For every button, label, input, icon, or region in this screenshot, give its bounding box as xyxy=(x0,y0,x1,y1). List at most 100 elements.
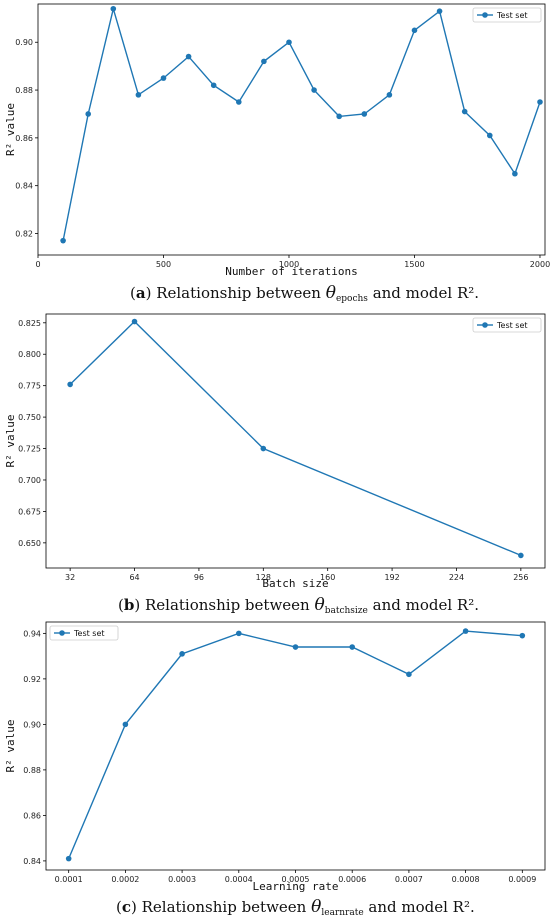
series-line-test-set xyxy=(69,320,522,557)
data-point xyxy=(512,170,518,177)
data-point xyxy=(85,111,91,117)
data-point xyxy=(292,644,299,650)
y-tick-label: 0.775 xyxy=(18,382,41,391)
series-line-test-set xyxy=(68,630,523,859)
data-point xyxy=(349,644,356,650)
caption-mid: ) Relationship between xyxy=(131,898,311,916)
x-tick-label: 256 xyxy=(513,573,528,582)
data-point xyxy=(160,75,167,81)
y-tick-label: 0.84 xyxy=(15,182,33,191)
data-point xyxy=(185,53,192,60)
legend: Test set xyxy=(472,317,542,333)
data-point xyxy=(261,58,267,65)
caption-theta: θ xyxy=(311,897,321,917)
y-tick-label: 0.90 xyxy=(15,38,33,47)
data-point xyxy=(311,87,317,93)
data-point xyxy=(60,237,66,244)
y-tick-label: 0.700 xyxy=(18,476,41,485)
caption-letter: c xyxy=(122,898,131,916)
data-point xyxy=(122,721,129,728)
data-point xyxy=(411,27,418,34)
data-point xyxy=(67,381,73,388)
data-point xyxy=(486,132,493,139)
data-point xyxy=(210,82,217,89)
data-point xyxy=(537,99,543,105)
x-tick-label: 0.0006 xyxy=(338,875,366,884)
panel-caption: (c) Relationship between θlearnrate and … xyxy=(116,897,475,918)
y-tick-label: 0.90 xyxy=(23,720,41,729)
data-point xyxy=(519,632,526,639)
y-tick-label: 0.94 xyxy=(23,629,41,638)
y-tick-label: 0.725 xyxy=(18,445,41,454)
legend: Test set xyxy=(49,625,119,641)
data-point xyxy=(462,628,469,634)
plot-frame xyxy=(45,621,546,871)
x-tick-label: 1500 xyxy=(404,260,424,269)
x-tick-label: 192 xyxy=(384,573,399,582)
data-point xyxy=(235,630,242,637)
caption-prefix: ( xyxy=(130,284,136,302)
legend-marker xyxy=(59,630,65,636)
x-tick-label: 0.0005 xyxy=(282,875,310,884)
caption-suffix: and model R². xyxy=(368,596,479,614)
x-tick-label: 64 xyxy=(129,573,139,582)
data-point xyxy=(336,113,342,120)
x-tick-label: 32 xyxy=(65,573,75,582)
y-tick-label: 0.675 xyxy=(18,507,41,516)
x-axis-label: Batch size xyxy=(262,577,328,590)
y-axis-label: R² value xyxy=(4,103,17,156)
caption-sub: learnrate xyxy=(321,908,363,918)
plot-frame xyxy=(45,313,546,569)
caption-sub: batchsize xyxy=(325,606,368,616)
legend-marker xyxy=(482,12,488,18)
legend-label: Test set xyxy=(73,629,105,638)
data-point xyxy=(406,671,412,678)
caption-mid: ) Relationship between xyxy=(146,284,326,302)
caption-letter: b xyxy=(124,596,135,614)
data-point xyxy=(131,318,138,325)
panel-caption: (a) Relationship between θepochs and mod… xyxy=(130,283,479,304)
legend-label: Test set xyxy=(496,11,528,20)
x-axis-label: Number of iterations xyxy=(225,265,357,278)
x-tick-label: 500 xyxy=(156,260,171,269)
data-point xyxy=(65,855,72,862)
legend-box xyxy=(49,625,119,641)
data-point xyxy=(436,8,443,14)
x-tick-label: 0.0008 xyxy=(452,875,480,884)
chart-panel-a: 0 500 1000 1500 2000 0.82 0.84 0.86 0.88 0.90 Numb… xyxy=(4,3,550,304)
data-point xyxy=(135,92,142,98)
y-tick-label: 0.92 xyxy=(23,675,41,684)
series-line-test-set xyxy=(62,6,541,241)
x-tick-label: 0 xyxy=(35,260,40,269)
y-axis-label: R² value xyxy=(4,720,17,773)
y-tick-label: 0.86 xyxy=(15,134,33,143)
x-tick-label: 96 xyxy=(194,573,204,582)
x-tick-label: 0.0004 xyxy=(225,875,253,884)
y-tick-label: 0.750 xyxy=(18,413,41,422)
caption-theta: θ xyxy=(326,283,336,303)
legend-box xyxy=(472,7,542,23)
x-tick-label: 0.0003 xyxy=(168,875,196,884)
y-tick-label: 0.84 xyxy=(23,857,41,866)
caption-prefix: ( xyxy=(116,898,122,916)
y-tick-label: 0.82 xyxy=(15,229,33,238)
x-axis-label: Learning rate xyxy=(252,880,338,893)
data-point xyxy=(260,445,267,452)
x-tick-label: 224 xyxy=(449,573,464,582)
plot-frame xyxy=(37,3,546,256)
data-point xyxy=(361,111,368,117)
y-tick-label: 0.650 xyxy=(18,539,41,548)
y-axis-label: R² value xyxy=(4,415,17,468)
panel-caption: (b) Relationship between θbatchsize and … xyxy=(118,595,479,616)
x-tick-label: 0.0009 xyxy=(508,875,536,884)
x-tick-label: 160 xyxy=(320,573,335,582)
y-tick-label: 0.88 xyxy=(23,766,41,775)
legend: Test set xyxy=(472,7,542,23)
caption-suffix: and model R². xyxy=(364,898,475,916)
legend-marker xyxy=(482,322,488,328)
x-tick-label: 2000 xyxy=(530,260,550,269)
caption-theta: θ xyxy=(314,595,324,615)
x-tick-label: 0.0001 xyxy=(55,875,83,884)
data-point xyxy=(461,108,468,115)
